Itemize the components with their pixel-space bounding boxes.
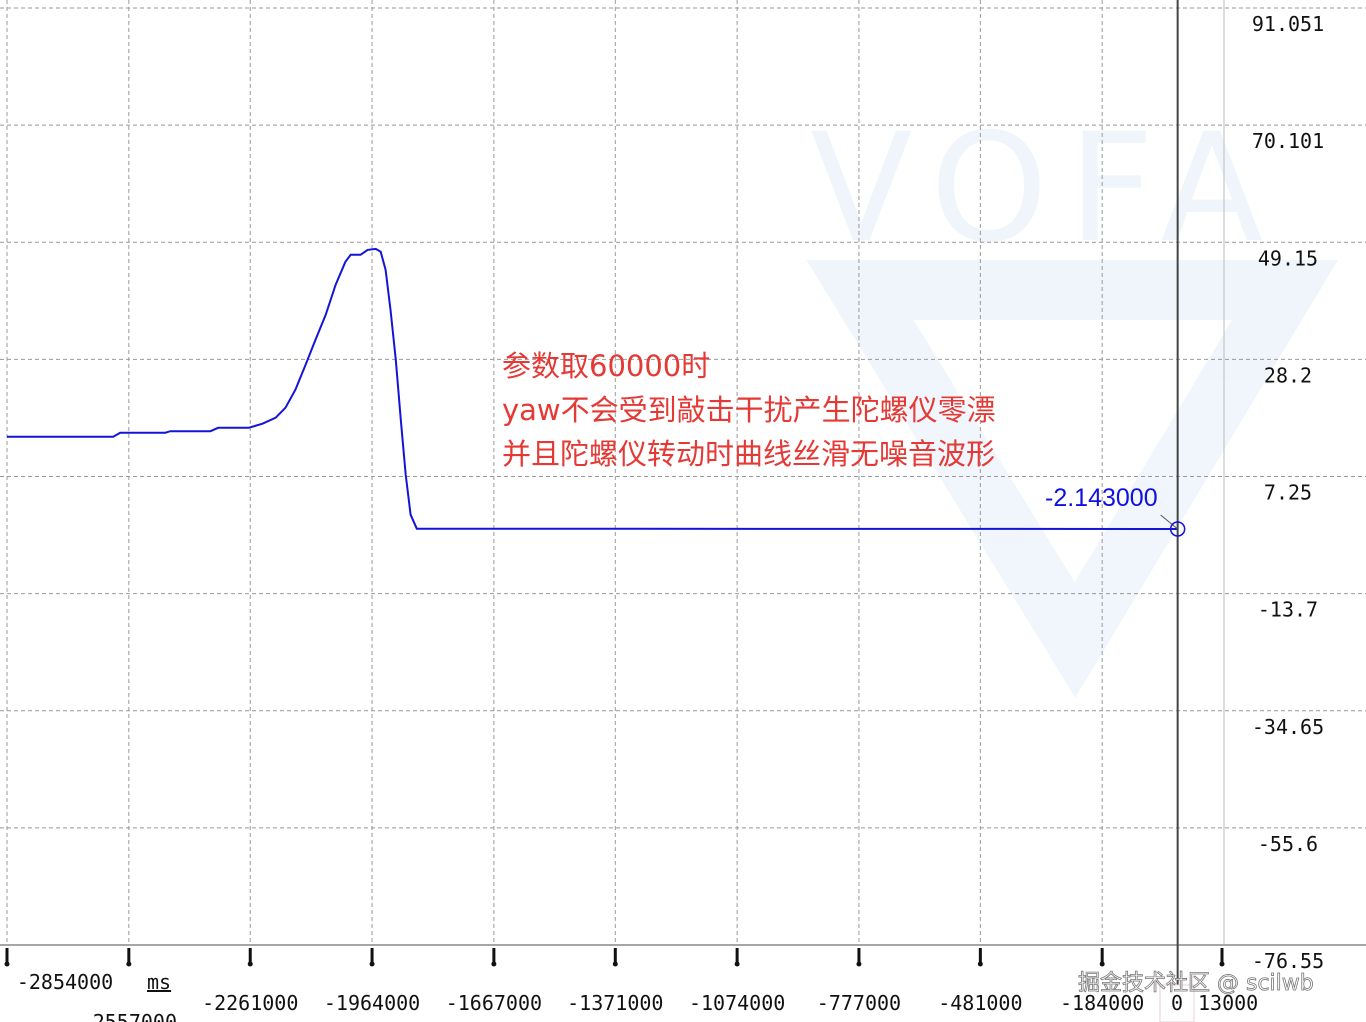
x-tick-dot [126,961,132,967]
x-tick-dot [734,961,740,967]
y-tick-label: -13.7 [1258,598,1318,622]
x-axis-unit: ms [147,970,171,994]
annotation-line-3: 并且陀螺仪转动时曲线丝滑无噪音波形 [502,437,995,471]
y-tick-label: 70.101 [1252,129,1324,153]
x-tick-label: -1074000 [689,991,785,1015]
series-line [7,247,1178,530]
x-tick-label-right: 13000 [1198,991,1258,1015]
x-ticks: -2854000 -2557000 -2261000 -1964000 -1667000… [4,948,1225,1022]
watermark-logo: VOFA [806,102,1338,698]
grid [0,0,1366,945]
x-tick-label: -1964000 [324,991,420,1015]
x-tick-dot [247,961,253,967]
y-tick-label: -34.65 [1252,715,1324,739]
x-tick-dot [856,961,862,967]
x-tick-label: -481000 [938,991,1022,1015]
y-tick-label: 28.2 [1264,363,1312,387]
x-tick-label: -777000 [817,991,901,1015]
x-tick-label: -2854000 [17,970,113,994]
cursor-x-label: 0 [1171,991,1183,1015]
x-tick-label: -1371000 [567,991,663,1015]
y-ticks: 91.051 70.101 49.15 28.2 7.25 -13.7 -34.65 -55.… [1252,12,1324,973]
cursor-x-label-box [1159,984,1195,1022]
x-tick-dot [369,961,375,967]
x-tick-dot [4,961,10,967]
x-tick-label: -184000 [1060,991,1144,1015]
annotation-line-1: 参数取60000时 [502,349,710,383]
x-tick-dot [612,961,618,967]
x-tick-dot [1099,961,1105,967]
y-tick-label: 7.25 [1264,481,1312,505]
x-tick-label: -1667000 [446,991,542,1015]
cursor-leader [1160,514,1178,530]
x-tick-dot [977,961,983,967]
x-tick-label: -2261000 [202,991,298,1015]
x-tick-dot [1219,961,1225,967]
x-tick-dot [491,961,497,967]
watermark-text: 掘金技术社区 @ scilwb [1078,971,1314,996]
y-tick-label: -76.55 [1252,949,1324,973]
svg-text:VOFA: VOFA [810,102,1283,276]
x-tick-label: -2557000 [81,1010,177,1022]
cursor-marker[interactable] [1169,521,1186,537]
annotation-line-2: yaw不会受到敲击干扰产生陀螺仪零漂 [502,393,996,427]
y-tick-label: -55.6 [1258,832,1318,856]
y-tick-label: 49.15 [1258,246,1318,270]
cursor-value-label: -2.143000 [1045,484,1158,512]
y-tick-label: 91.051 [1252,12,1324,36]
